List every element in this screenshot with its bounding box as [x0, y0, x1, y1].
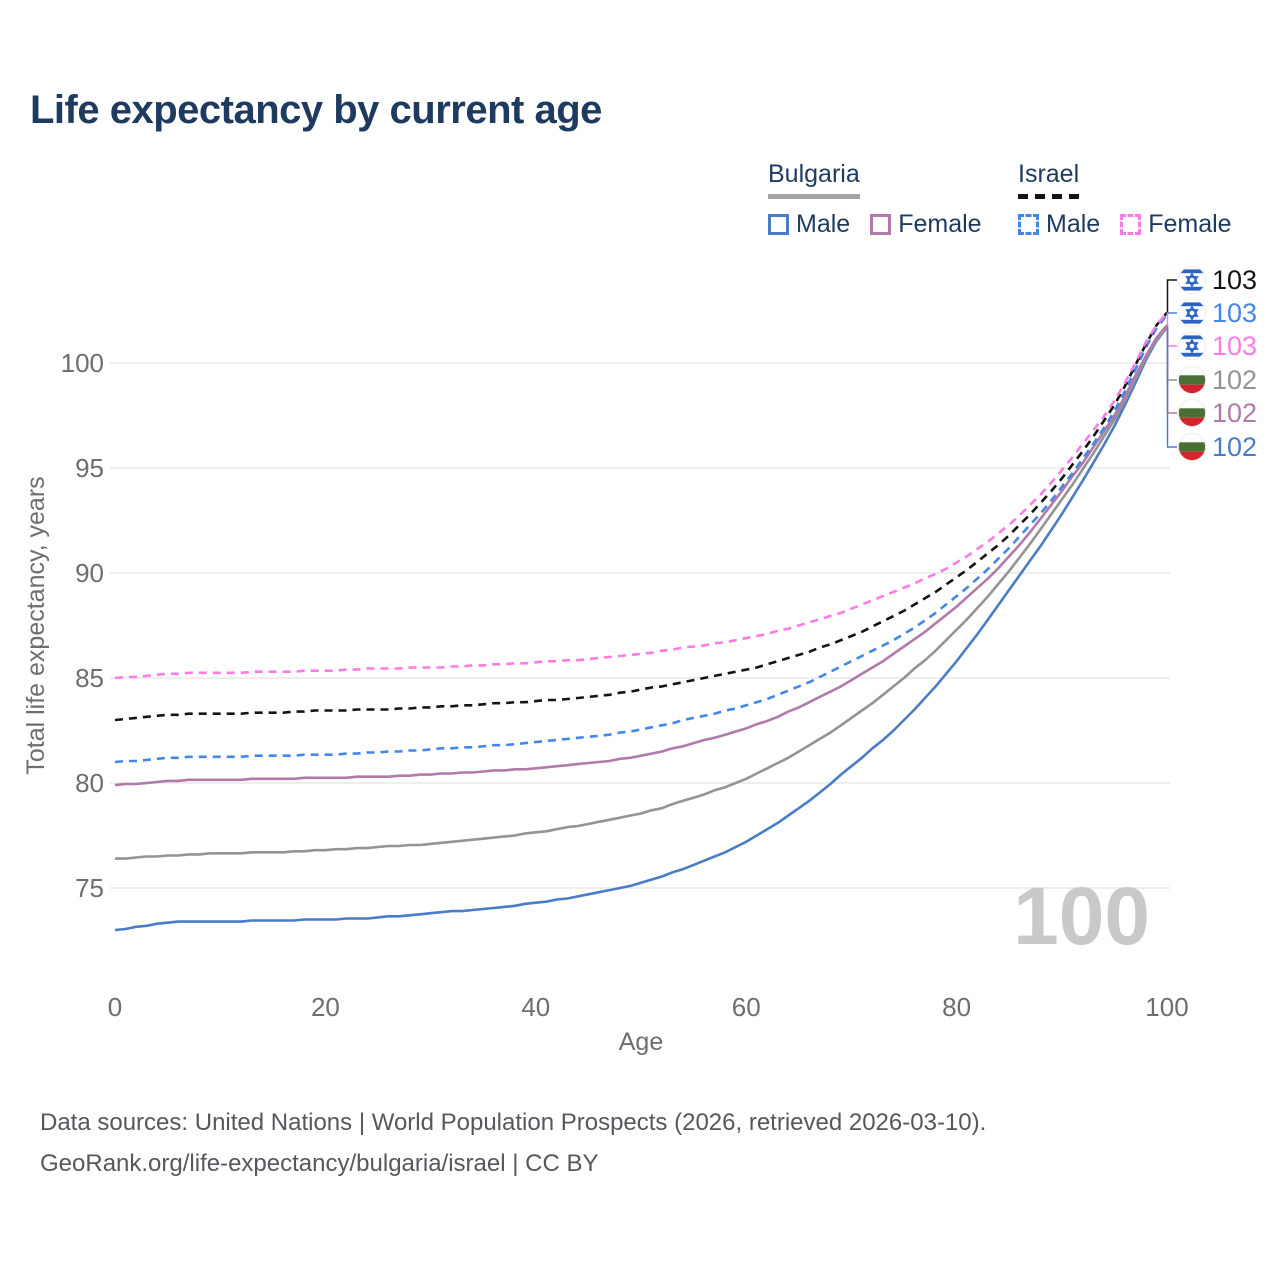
- y-tick-90: 90: [75, 558, 104, 588]
- series-line-bulgaria-total: [115, 326, 1168, 860]
- leader-line-israel-male: [1166, 312, 1177, 315]
- legend-title-bulgaria: Bulgaria: [768, 160, 860, 199]
- legend-label-bulgaria-male: Male: [796, 210, 851, 238]
- end-label-israel-male: 103: [1212, 298, 1257, 328]
- end-label-bulgaria-male: 102: [1212, 432, 1257, 462]
- y-tick-85: 85: [75, 663, 104, 693]
- bulgaria-flag-icon: [1177, 365, 1207, 395]
- leader-line-israel-female: [1166, 312, 1177, 347]
- page-title: Life expectancy by current age: [30, 88, 602, 132]
- footer-line-2: GeoRank.org/life-expectancy/bulgaria/isr…: [40, 1150, 599, 1177]
- bulgaria-flag-icon: [1177, 398, 1207, 428]
- israel-flag-icon: [1177, 265, 1207, 295]
- end-label-israel-female: 103: [1212, 331, 1257, 361]
- leader-line-bulgaria-total: [1166, 327, 1177, 381]
- series-line-bulgaria-female: [114, 324, 1168, 787]
- age-watermark: 100: [1013, 871, 1150, 962]
- end-label-israel-total: 103: [1212, 265, 1257, 295]
- leader-line-bulgaria-male: [1166, 327, 1177, 448]
- leader-line-israel-total: [1166, 279, 1177, 313]
- legend-label-bulgaria-female: Female: [898, 210, 982, 238]
- y-tick-75: 75: [75, 873, 104, 903]
- y-tick-95: 95: [75, 453, 104, 483]
- data-source-footer: Data sources: United Nations | World Pop…: [40, 1102, 986, 1184]
- legend-label-israel-male: Male: [1046, 210, 1101, 238]
- israel-male-swatch-icon[interactable]: [1018, 214, 1039, 235]
- legend-item-bulgaria-male[interactable]: Male: [768, 210, 850, 239]
- legend-label-israel-female: Female: [1148, 210, 1232, 238]
- series-line-israel-total: [114, 311, 1168, 722]
- x-tick-40: 40: [521, 992, 550, 1022]
- x-tick-20: 20: [311, 992, 340, 1022]
- x-tick-0: 0: [108, 992, 122, 1022]
- series-line-bulgaria-male: [114, 326, 1169, 932]
- bulgaria-flag-icon: [1177, 432, 1207, 462]
- legend-item-bulgaria-female[interactable]: Female: [870, 210, 982, 239]
- series-line-israel-female: [114, 311, 1168, 680]
- legend-group-bulgaria: Bulgaria Male Female: [768, 160, 982, 239]
- x-tick-100: 100: [1145, 992, 1188, 1022]
- legend-item-israel-female[interactable]: Female: [1120, 210, 1232, 239]
- footer-line-1: Data sources: United Nations | World Pop…: [40, 1109, 987, 1136]
- x-tick-80: 80: [942, 992, 971, 1022]
- y-axis-title: Total life expectancy, years: [22, 476, 50, 774]
- legend-title-israel: Israel: [1018, 160, 1080, 199]
- end-label-bulgaria-female: 102: [1212, 398, 1257, 428]
- bulgaria-male-swatch-icon[interactable]: [768, 214, 789, 235]
- legend-item-israel-male[interactable]: Male: [1018, 210, 1100, 239]
- legend-group-israel: Israel Male Female: [1018, 160, 1232, 239]
- series-line-israel-male: [114, 313, 1169, 764]
- legend-row-bulgaria: Male Female: [768, 210, 982, 239]
- bulgaria-female-swatch-icon[interactable]: [870, 214, 892, 235]
- x-tick-60: 60: [732, 992, 761, 1022]
- israel-female-swatch-icon[interactable]: [1120, 214, 1142, 235]
- y-tick-80: 80: [75, 768, 104, 798]
- leader-line-bulgaria-female: [1166, 325, 1177, 414]
- end-label-bulgaria-total: 102: [1212, 365, 1257, 395]
- israel-flag-icon: [1177, 298, 1207, 328]
- israel-flag-icon: [1177, 331, 1207, 361]
- legend-row-israel: Male Female: [1018, 210, 1232, 239]
- y-tick-100: 100: [61, 348, 104, 378]
- x-axis-title: Age: [619, 1028, 663, 1056]
